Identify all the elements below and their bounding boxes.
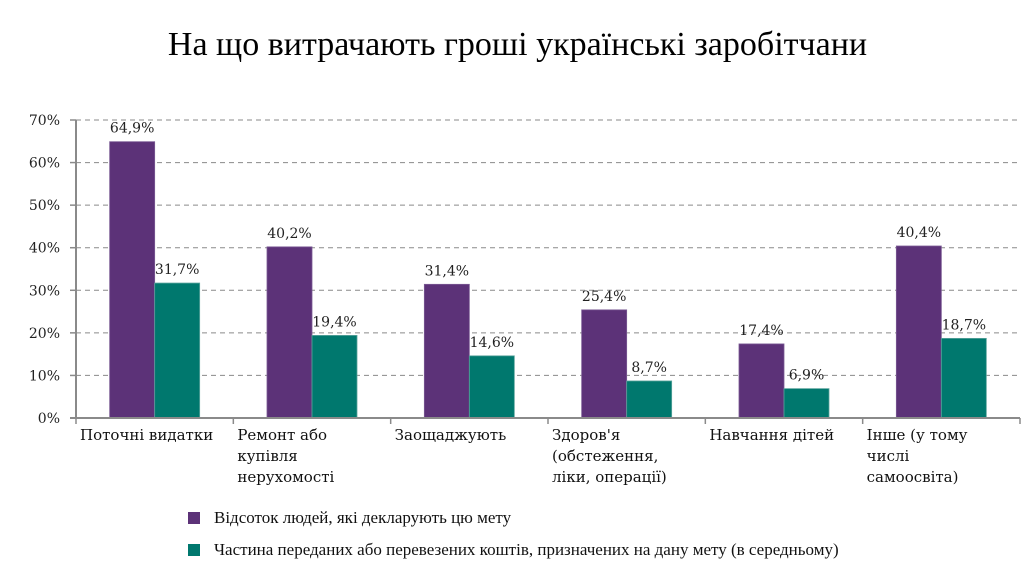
y-tick-label: 20% <box>29 326 60 342</box>
data-label-series-1-1: 40,2% <box>267 226 311 242</box>
bar-series-2-0 <box>154 282 201 419</box>
bar-series-2-4 <box>783 388 830 419</box>
x-axis-label-1: Ремонт або купівля нерухомості <box>237 425 334 488</box>
x-axis-label-line: Поточні видатки <box>80 426 214 444</box>
legend-label-series-2: Частина переданих або перевезених коштів… <box>214 540 839 559</box>
y-tick-label: 40% <box>29 241 60 257</box>
x-axis-label-line: нерухомості <box>237 468 335 486</box>
data-label-series-1-3: 25,4% <box>582 289 626 305</box>
x-axis-label-line: Заощаджують <box>394 426 507 444</box>
x-axis-label-line: самоосвіта) <box>866 468 959 486</box>
x-axis-label-2: Заощаджують <box>395 425 507 446</box>
y-tick-label: 50% <box>29 198 60 214</box>
x-axis-label-line: ліки, операції) <box>552 468 667 486</box>
x-axis-label-line: числі <box>866 447 910 465</box>
data-label-series-2-5: 18,7% <box>942 317 986 333</box>
data-label-series-1-5: 40,4% <box>897 225 941 241</box>
x-axis-label-line: Інше (у тому <box>866 426 968 444</box>
bar-series-2-5 <box>940 337 987 419</box>
bar-series-2-1 <box>311 335 358 419</box>
x-axis-label-line: Здоров'я <box>552 426 621 444</box>
y-tick-label: 60% <box>29 156 60 172</box>
data-label-series-2-3: 8,7% <box>631 360 667 376</box>
bar-series-2-3 <box>626 380 673 419</box>
data-label-series-1-0: 64,9% <box>110 121 154 137</box>
legend-item-series-1: Відсоток людей, які декларують цю мету <box>188 508 511 528</box>
legend-swatch-teal <box>188 544 200 556</box>
x-axis-label-4: Навчання дітей <box>709 425 834 446</box>
data-labels: 64,9% 40,2% 31,4% 25,4% 17,4% 40,4% 31,7% 19,4%… <box>110 121 986 384</box>
x-axis-label-line: (обстеження, <box>552 447 659 465</box>
legend-item-series-2: Частина переданих або перевезених коштів… <box>188 540 839 560</box>
data-label-series-2-1: 19,4% <box>312 314 356 330</box>
y-axis-ticks: 0% 10% 20% 30% 40% 50% 60% 70% <box>29 113 60 427</box>
y-tick-label: 30% <box>29 283 60 299</box>
bar-series-1-1 <box>266 246 313 419</box>
data-label-series-1-4: 17,4% <box>739 323 783 339</box>
data-label-series-2-4: 6,9% <box>789 368 825 384</box>
bar-series-1-0 <box>109 141 156 419</box>
x-axis-label-3: Здоров'я (обстеження, ліки, операції) <box>552 425 667 488</box>
data-label-series-2-2: 14,6% <box>470 335 514 351</box>
x-axis-label-0: Поточні видатки <box>80 425 213 446</box>
x-axis-label-line: купівля <box>237 447 298 465</box>
data-label-series-1-2: 31,4% <box>425 263 469 279</box>
axes <box>70 119 1021 424</box>
x-axis-label-line: Ремонт або <box>237 426 328 444</box>
legend-swatch-purple <box>188 512 200 524</box>
bar-series-1-5 <box>895 245 942 419</box>
y-tick-label: 0% <box>38 411 60 427</box>
x-axis-label-line: Навчання дітей <box>709 426 835 444</box>
chart-title: На що витрачають гроші українські заробі… <box>167 26 868 63</box>
bar-series-1-3 <box>581 309 628 419</box>
x-axis-label-5: Інше (у тому числі самоосвіта) <box>867 425 968 488</box>
bar-series-1-2 <box>423 283 470 419</box>
y-tick-label: 10% <box>29 368 60 384</box>
gridlines <box>76 119 1020 376</box>
bar-series-2-2 <box>468 355 515 419</box>
bar-series-1-4 <box>738 343 785 419</box>
bars <box>109 141 987 419</box>
data-label-series-2-0: 31,7% <box>155 262 199 278</box>
y-tick-label: 70% <box>29 113 60 129</box>
legend-label-series-1: Відсоток людей, які декларують цю мету <box>214 508 512 527</box>
